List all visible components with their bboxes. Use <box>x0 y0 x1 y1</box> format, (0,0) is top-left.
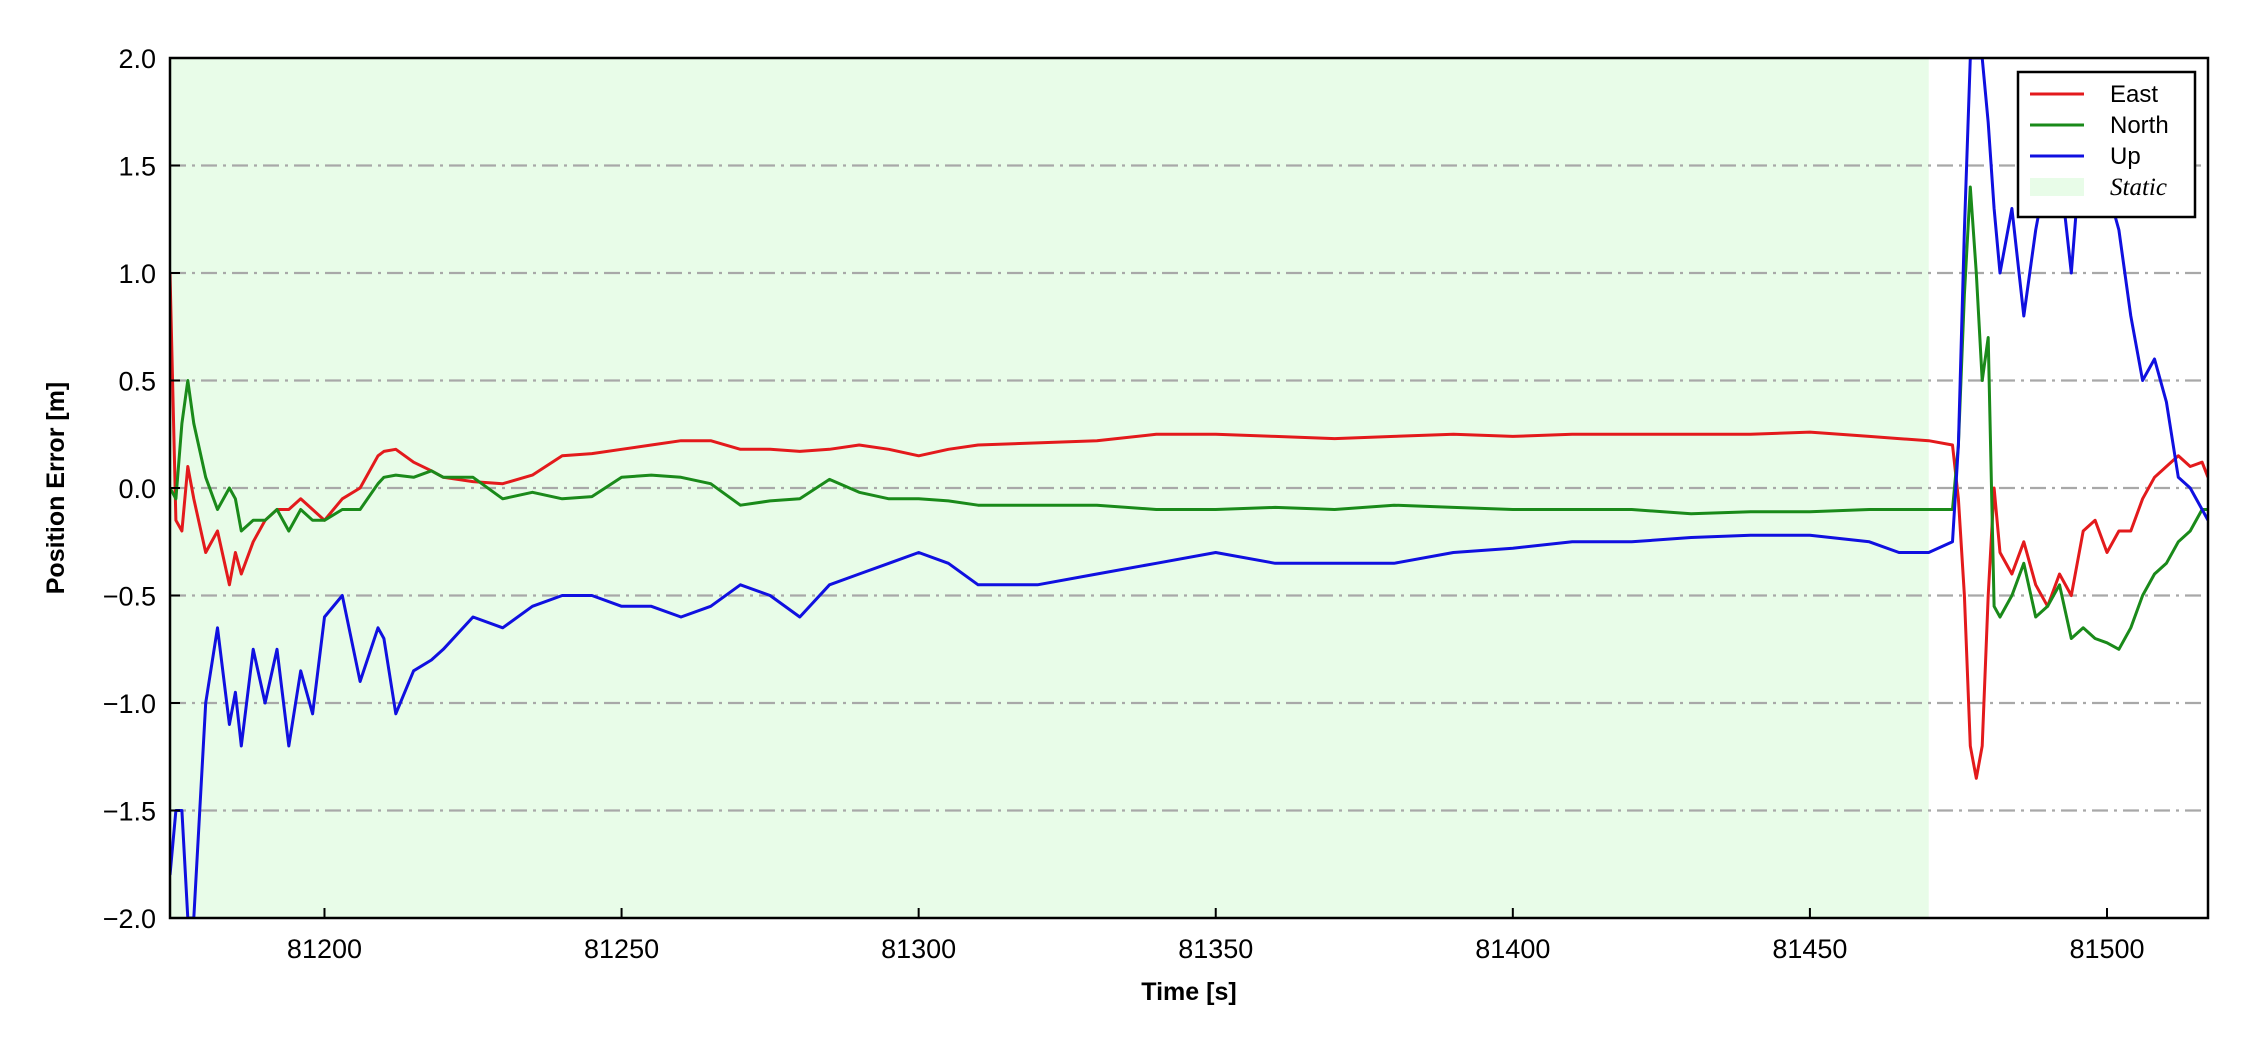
legend-label-east: East <box>2110 81 2158 108</box>
x-tick-label: 81250 <box>584 934 659 964</box>
y-tick-label: 1.5 <box>118 152 156 182</box>
y-tick-label: −2.0 <box>103 904 156 934</box>
series-line-north <box>170 185 2208 651</box>
y-axis-title: Position Error [m] <box>42 382 70 595</box>
y-tick-label: 1.0 <box>118 259 156 289</box>
legend-swatch-static <box>2030 178 2084 196</box>
series-line-east <box>170 272 2208 780</box>
grid-lines <box>170 164 2208 812</box>
legend-label-north: North <box>2110 112 2169 139</box>
y-tick-label: 0.0 <box>118 474 156 504</box>
legend-label-up: Up <box>2110 143 2141 170</box>
x-tick-label: 81500 <box>2069 934 2144 964</box>
y-tick-label: 0.5 <box>118 367 156 397</box>
legend-label-static: Static <box>2110 174 2167 201</box>
y-tick-label: −1.5 <box>103 797 156 827</box>
legend: East North Up Static <box>2016 70 2197 219</box>
x-tick-label: 81300 <box>881 934 956 964</box>
x-tick-label: 81350 <box>1178 934 1253 964</box>
x-tick-label: 81200 <box>287 934 362 964</box>
y-tick-label: −1.0 <box>103 689 156 719</box>
x-axis-title: Time [s] <box>1141 978 1236 1006</box>
y-tick-label: 2.0 <box>118 44 156 74</box>
y-tick-label: −0.5 <box>103 582 156 612</box>
axis-ticks: 81200 81250 81300 81350 81400 81450 81500 −2.0 −… <box>103 44 2145 964</box>
x-tick-label: 81450 <box>1772 934 1847 964</box>
x-tick-label: 81400 <box>1475 934 1550 964</box>
